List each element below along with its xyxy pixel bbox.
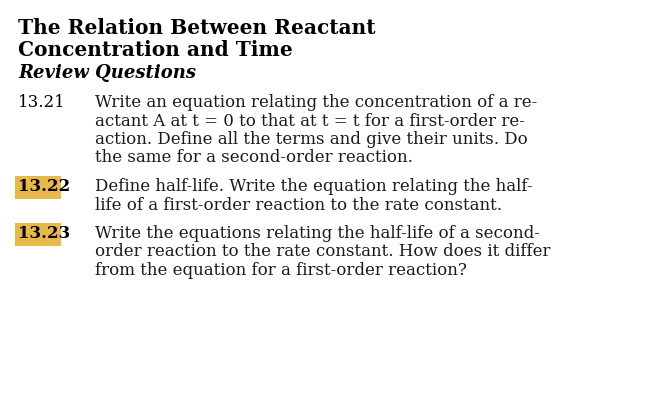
Text: Concentration and Time: Concentration and Time — [18, 40, 292, 60]
Text: Review Questions: Review Questions — [18, 64, 196, 82]
Text: Define half-life. Write the equation relating the half-: Define half-life. Write the equation rel… — [95, 178, 532, 195]
Text: Write an equation relating the concentration of a re-: Write an equation relating the concentra… — [95, 94, 538, 111]
Text: from the equation for a first-order reaction?: from the equation for a first-order reac… — [95, 262, 467, 279]
Bar — [15, 176, 61, 199]
Text: 13.23: 13.23 — [18, 225, 70, 242]
Text: 13.22: 13.22 — [18, 178, 70, 195]
Text: action. Define all the terms and give their units. Do: action. Define all the terms and give th… — [95, 131, 528, 148]
Text: Write the equations relating the half-life of a second-: Write the equations relating the half-li… — [95, 225, 540, 242]
Text: actant A at t = 0 to that at t = t for a first-order re-: actant A at t = 0 to that at t = t for a… — [95, 113, 525, 129]
Text: life of a first-order reaction to the rate constant.: life of a first-order reaction to the ra… — [95, 197, 502, 213]
Text: The Relation Between Reactant: The Relation Between Reactant — [18, 18, 376, 38]
Bar — [15, 223, 61, 246]
Text: order reaction to the rate constant. How does it differ: order reaction to the rate constant. How… — [95, 244, 551, 260]
Text: 13.21: 13.21 — [18, 94, 66, 111]
Text: the same for a second-order reaction.: the same for a second-order reaction. — [95, 150, 413, 166]
